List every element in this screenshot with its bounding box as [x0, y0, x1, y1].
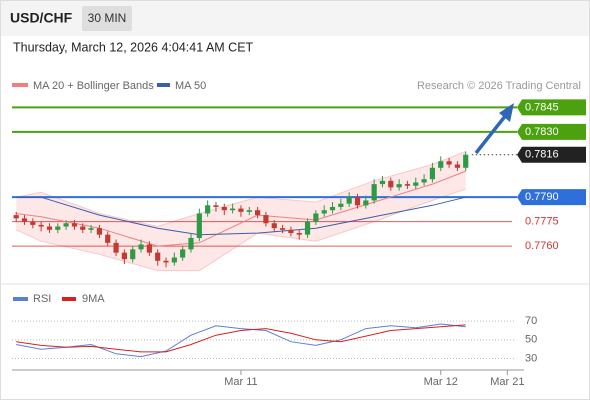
candle-body	[30, 221, 36, 225]
candle-body	[313, 213, 319, 222]
bollinger-upper	[16, 151, 466, 228]
candle-body	[354, 197, 361, 206]
legend-swatch	[157, 83, 170, 87]
candle-body	[13, 215, 19, 219]
moving-average	[16, 196, 466, 236]
y-tick-label: 50	[525, 334, 537, 346]
candle-body	[379, 180, 386, 185]
candle-body	[230, 208, 236, 211]
candle-body	[304, 221, 311, 235]
level-label: 0.7816	[525, 149, 559, 161]
level-label: 0.7760	[525, 240, 559, 252]
candle-body	[421, 179, 427, 183]
candle-body	[371, 184, 377, 201]
candle-body	[196, 213, 202, 238]
level-box	[517, 123, 586, 140]
candle-body	[171, 257, 177, 263]
candle-body	[221, 206, 227, 211]
candle-body	[238, 208, 244, 212]
y-tick-label: 30	[525, 352, 537, 364]
candle-body	[180, 249, 186, 258]
plot: 0.7845 0.7830 0.7816 0.7790 0.7775 0.7760 30 50…	[12, 99, 586, 388]
legend-label: 9MA	[82, 293, 105, 305]
interval[interactable]: 30 MIN	[88, 11, 127, 25]
level-box	[517, 189, 586, 206]
indicator-line	[16, 323, 466, 358]
candle-body	[146, 244, 152, 253]
candle-body	[329, 206, 336, 211]
level-box	[517, 99, 586, 116]
level-label: 0.7775	[525, 216, 559, 228]
candle-body	[454, 164, 460, 168]
candle-body	[246, 210, 252, 212]
candle-body	[446, 161, 452, 165]
candle-body	[321, 210, 327, 214]
candle-body	[105, 234, 111, 243]
candle-body	[163, 260, 169, 263]
candle-body	[130, 249, 136, 260]
candle-body	[113, 242, 119, 253]
candle-body	[138, 244, 144, 250]
credit: Research © 2026 Trading Central	[417, 80, 581, 92]
legend-swatch	[13, 297, 28, 301]
candle-body	[438, 161, 444, 168]
candle-body	[188, 237, 194, 250]
interval-box[interactable]	[82, 6, 132, 31]
candle-body	[396, 184, 402, 188]
level-label: 0.7845	[525, 101, 559, 113]
level-label: 0.7830	[525, 126, 559, 138]
candle-body	[55, 226, 61, 230]
candle-body	[63, 223, 69, 227]
candle-body	[288, 229, 294, 234]
candle-body	[213, 205, 219, 207]
candle-body	[463, 154, 469, 168]
legend-swatch	[12, 83, 28, 87]
candle-body	[279, 228, 286, 230]
legend-label: RSI	[33, 293, 51, 305]
datetime: Thursday, March 12, 2026 4:04:41 AM CET	[13, 40, 254, 54]
candle-body	[388, 180, 394, 188]
candle-body	[71, 223, 78, 227]
candle-body	[155, 252, 161, 261]
candle-body	[205, 205, 211, 214]
level-label: 0.7790	[525, 191, 559, 203]
candle-body	[296, 233, 302, 235]
candle-body	[121, 252, 127, 260]
candle-body	[338, 203, 344, 207]
forecast-arrow	[474, 113, 508, 155]
candle-body	[38, 224, 44, 227]
candle-body	[263, 215, 269, 224]
candle-body	[21, 218, 28, 222]
candle-body	[254, 210, 261, 216]
symbol: USD/CHF	[10, 10, 73, 26]
candle-body	[346, 197, 352, 204]
moving-average	[16, 170, 466, 247]
y-tick-label: 70	[525, 315, 537, 327]
legend-swatch	[62, 297, 76, 301]
level-box	[517, 146, 586, 163]
candle-body	[96, 228, 103, 235]
indicator-line	[16, 324, 466, 353]
candle-body	[413, 182, 419, 186]
forecast-arrowhead	[499, 103, 514, 122]
candle-body	[363, 200, 369, 206]
candle-body	[88, 228, 94, 230]
candle-body	[404, 184, 411, 186]
x-tick-label: Mar 11	[224, 376, 257, 388]
legend-label: MA 50	[175, 80, 206, 92]
x-tick-label: Mar 21	[490, 376, 524, 388]
candle-body	[429, 167, 436, 180]
x-tick-label: Mar 12	[424, 376, 458, 388]
candle-body	[80, 226, 86, 230]
candle-body	[271, 223, 277, 229]
legend-label: MA 20 + Bollinger Bands	[33, 80, 154, 92]
candle-body	[46, 226, 53, 230]
